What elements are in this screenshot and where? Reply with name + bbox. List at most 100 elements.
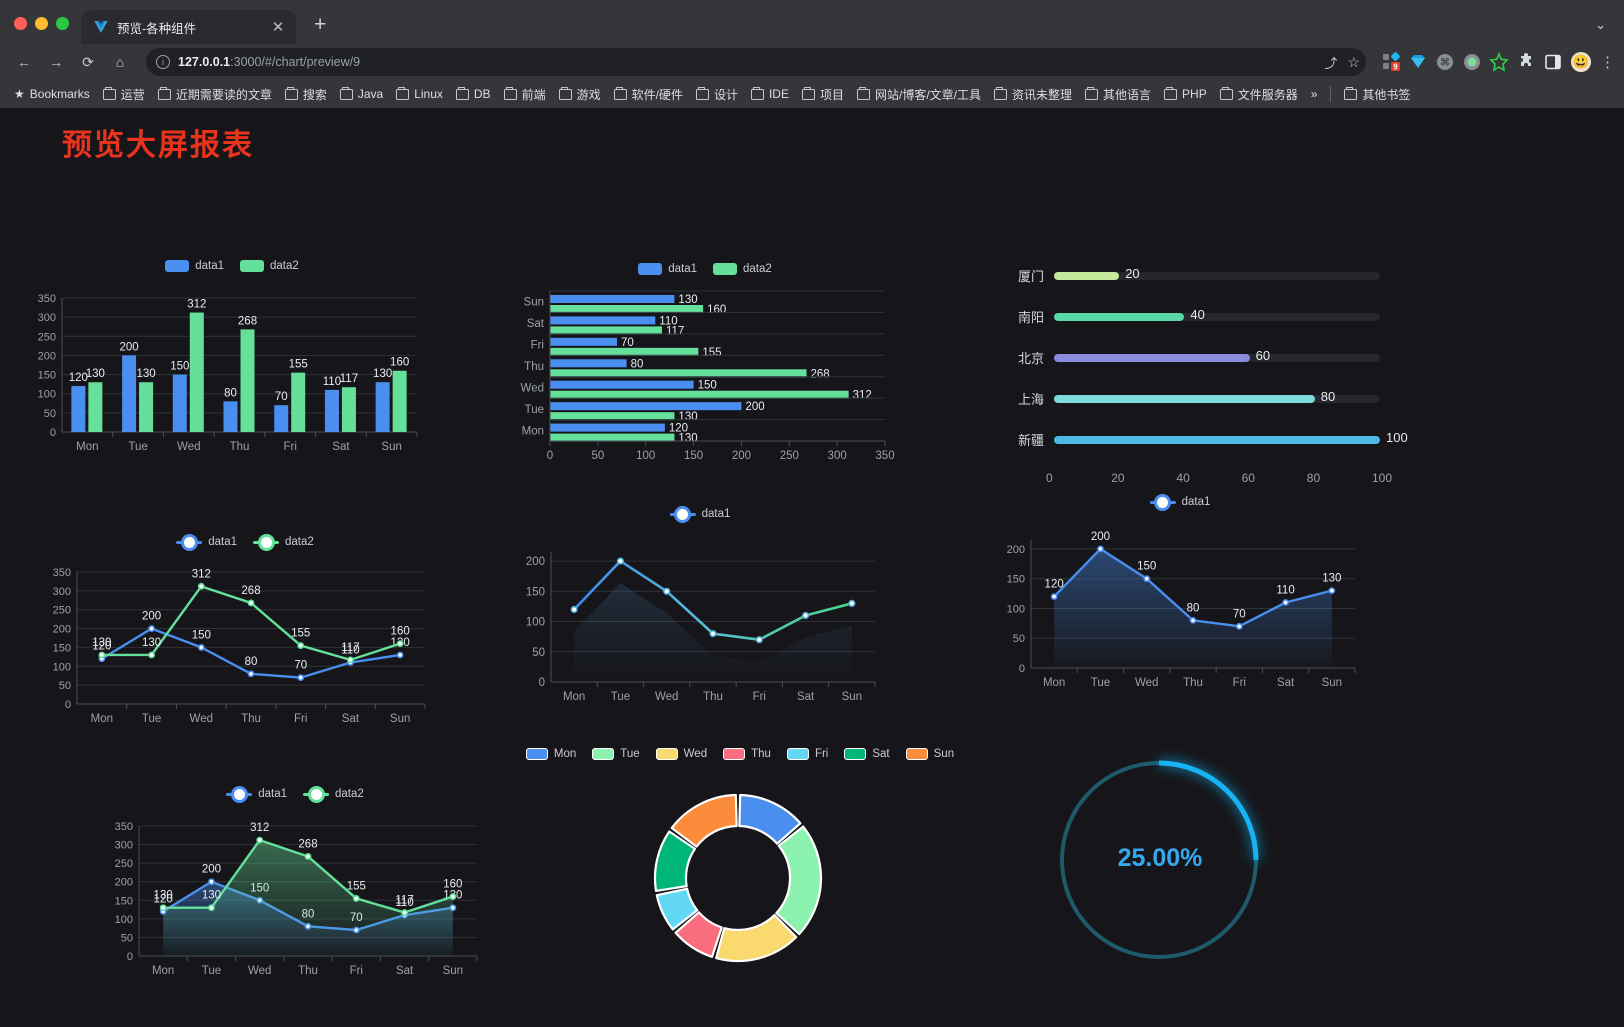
donut-slice[interactable] [715, 913, 798, 963]
bookmark-item[interactable]: 软件/硬件 [608, 83, 689, 106]
bookmark-item[interactable]: 项目 [796, 83, 850, 106]
chart-text: Tue [142, 713, 161, 725]
other-bookmarks[interactable]: 其他书签 [1338, 83, 1416, 106]
donut-slice[interactable] [655, 887, 699, 931]
bookmark-item[interactable]: 网站/博客/文章/工具 [851, 83, 987, 106]
close-icon[interactable]: ✕ [271, 18, 285, 36]
gauge-value-label: 25.00% [1117, 844, 1203, 872]
bookmark-item[interactable]: ★ Bookmarks [8, 84, 96, 104]
donut-slice[interactable] [775, 825, 823, 936]
bookmark-item[interactable]: 资讯未整理 [988, 83, 1078, 106]
legend-swatch [240, 260, 264, 272]
chart-text: 0 [127, 951, 133, 963]
legend-item[interactable]: data2 [303, 785, 364, 803]
bookmark-item[interactable]: PHP [1158, 84, 1213, 104]
bookmark-item[interactable]: Java [334, 84, 389, 104]
legend-item[interactable]: data1 [165, 260, 224, 272]
legend-item[interactable]: Sat [844, 748, 890, 760]
legend-item[interactable]: data1 [226, 785, 287, 803]
legend-item[interactable]: Mon [525, 748, 576, 760]
chart-text: 50 [44, 408, 56, 420]
forward-arrow-icon[interactable]: → [49, 54, 63, 70]
chart-text: 312 [192, 568, 211, 580]
chart-text: Fri [531, 340, 544, 352]
legend-label: Tue [620, 748, 640, 760]
legend-item[interactable]: data1 [638, 263, 697, 275]
bookmark-item[interactable]: 游戏 [553, 83, 607, 106]
maximize-window-button[interactable] [56, 17, 69, 30]
legend-item[interactable]: Sun [905, 748, 954, 760]
bookmark-item[interactable]: 设计 [690, 83, 744, 106]
axis-tick-label: 20 [1111, 471, 1125, 485]
legend-data-pair: data1 data2 [505, 263, 905, 275]
extensions-grid-icon[interactable]: 9 [1382, 52, 1400, 72]
chart-text: Sun [443, 965, 463, 977]
browser-toolbar: ← → ⟳ ⌂ i 127.0.0.1:3000/#/chart/preview… [0, 44, 1624, 80]
bookmark-item[interactable]: Linux [390, 84, 449, 104]
bookmark-item[interactable]: 运营 [97, 83, 151, 106]
address-bar[interactable]: i 127.0.0.1:3000/#/chart/preview/9 ⤴ ☆ [146, 48, 1366, 76]
home-icon[interactable]: ⌂ [115, 54, 125, 70]
sidebar-panel-icon[interactable] [1544, 53, 1562, 71]
info-circle-icon[interactable]: i [156, 55, 170, 69]
legend-item[interactable]: data2 [240, 260, 299, 272]
chart-text: 120 [1045, 579, 1064, 591]
bookmark-item[interactable]: DB [450, 84, 497, 104]
command-circle-icon[interactable]: ⌘ [1436, 53, 1454, 71]
legend-data-pair-line: data1 data2 [95, 785, 495, 803]
donut-slice[interactable] [674, 911, 723, 958]
progress-fill [1054, 394, 1315, 403]
bookmark-label: 前端 [521, 87, 546, 102]
legend-item[interactable]: data1 [669, 505, 730, 523]
chart-text: 130 [678, 433, 697, 445]
green-dot-icon[interactable] [1463, 53, 1481, 71]
browser-tab[interactable]: 预览-各种组件 ✕ [81, 10, 296, 44]
legend-label: Wed [683, 748, 708, 760]
bookmark-item[interactable]: 其他语言 [1079, 83, 1157, 106]
legend-item[interactable]: data1 [176, 533, 237, 551]
chart-text: Fri [753, 691, 766, 703]
legend-item[interactable]: data1 [1149, 493, 1210, 511]
bookmark-item[interactable]: 搜索 [279, 83, 333, 106]
legend-item[interactable]: Fri [786, 748, 828, 760]
legend-item[interactable]: Wed [655, 748, 708, 760]
chart-text: 250 [38, 331, 56, 343]
donut-slice[interactable] [670, 793, 738, 848]
bookmark-item[interactable]: 前端 [498, 83, 552, 106]
bookmark-item[interactable]: 文件服务器 [1214, 83, 1304, 106]
back-arrow-icon[interactable]: ← [17, 54, 31, 70]
puzzle-piece-icon[interactable] [1517, 53, 1535, 71]
legend-item[interactable]: Tue [592, 748, 640, 760]
reload-icon[interactable]: ⟳ [82, 53, 94, 70]
diamond-icon[interactable] [1409, 53, 1427, 71]
minimize-window-button[interactable] [35, 17, 48, 30]
donut-slice[interactable] [653, 830, 697, 893]
bookmark-item[interactable]: IDE [745, 84, 795, 104]
legend-item[interactable]: data2 [713, 263, 772, 275]
green-star-icon[interactable] [1489, 51, 1509, 72]
bookmark-label: DB [473, 87, 491, 101]
legend-swatch [723, 748, 746, 760]
chart-text: 130 [86, 368, 105, 380]
chart-text: Sun [842, 691, 862, 703]
share-icon[interactable]: ⤴ [1324, 55, 1338, 71]
chevron-down-icon[interactable]: ⌄ [1595, 17, 1606, 32]
donut-slice[interactable] [738, 793, 802, 845]
legend-label: Thu [751, 748, 771, 760]
chart-text: 80 [631, 358, 644, 370]
legend-item[interactable]: data2 [253, 533, 314, 551]
progress-row-label: 厦门 [1017, 269, 1044, 284]
bookmark-item[interactable]: 近期需要读的文章 [152, 83, 278, 106]
bookmarks-overflow-button[interactable]: » [1310, 87, 1318, 101]
smiley-avatar-icon[interactable]: 😃 [1571, 52, 1591, 72]
legend-swatch [786, 748, 809, 760]
kebab-menu-icon[interactable]: ⋮ [1600, 53, 1615, 71]
tab-strip: 预览-各种组件 ✕ + ⌄ [0, 0, 1624, 44]
chart-text: 0 [65, 699, 71, 711]
star-outline-icon[interactable]: ☆ [1347, 53, 1360, 70]
new-tab-button[interactable]: + [314, 13, 327, 36]
legend-item[interactable]: Thu [723, 748, 771, 760]
chart-text: 100 [526, 617, 545, 629]
close-window-button[interactable] [14, 17, 27, 30]
